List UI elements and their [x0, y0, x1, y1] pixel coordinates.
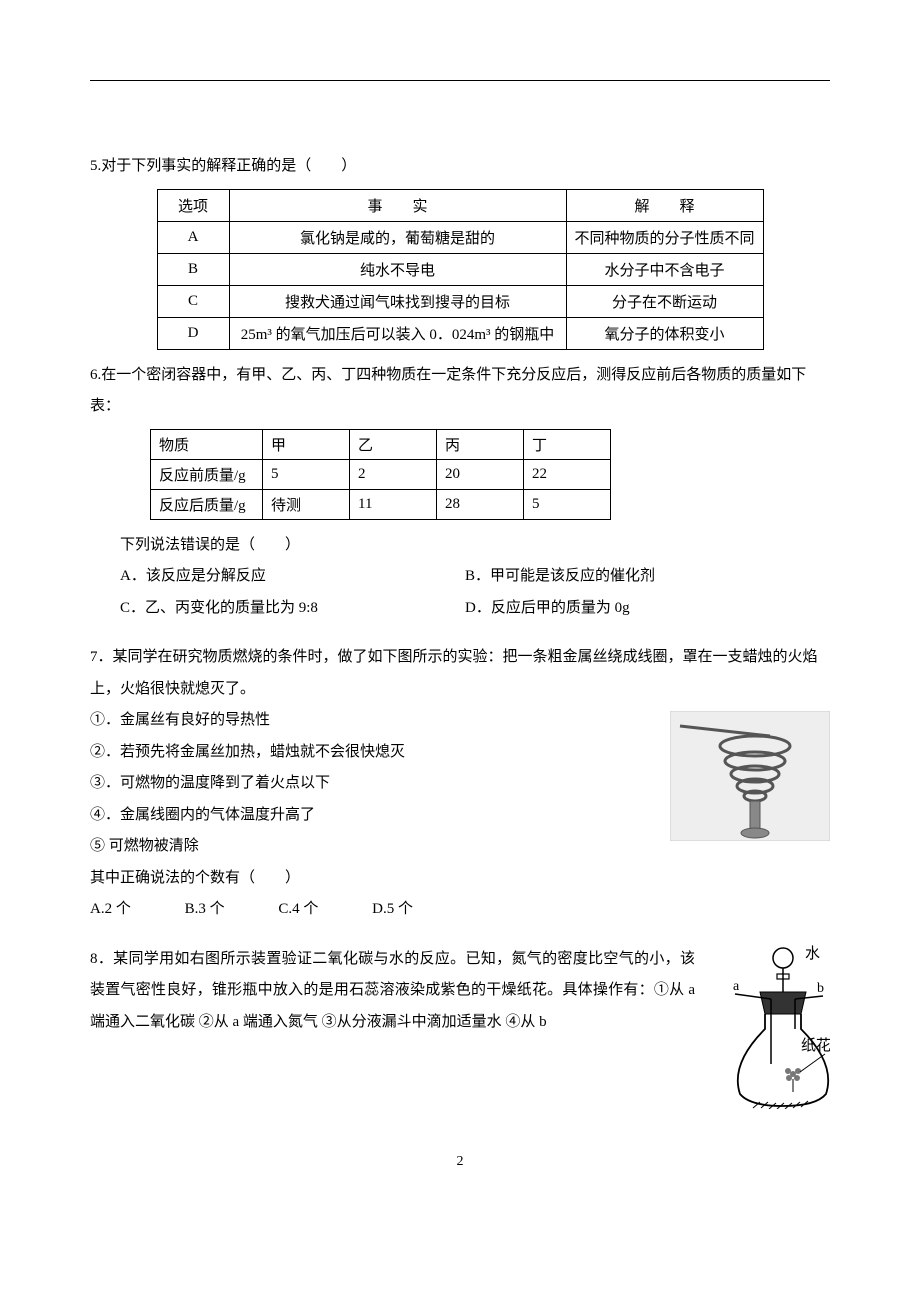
q6-table: 物质 甲 乙 丙 丁 反应前质量/g 5 2 20 22 反应后质量/g 待测 …: [150, 429, 611, 520]
q6-th-2: 乙: [350, 429, 437, 459]
q5-r1-c0: B: [157, 253, 229, 285]
q7-sub: 其中正确说法的个数有（ ）: [90, 863, 830, 895]
flask-apparatus-icon: 水 a b: [705, 944, 830, 1109]
q5-r2-c1: 搜救犬通过闻气味找到搜寻的目标: [229, 285, 566, 317]
q5-r1-c1: 纯水不导电: [229, 253, 566, 285]
q6-r1-c3: 28: [437, 489, 524, 519]
q6-r0-c1: 5: [263, 459, 350, 489]
label-b: b: [817, 981, 824, 996]
label-water: 水: [805, 945, 820, 962]
q5-r2-c2: 分子在不断运动: [566, 285, 763, 317]
q5-r0-c1: 氯化钠是咸的，葡萄糖是甜的: [229, 221, 566, 253]
q6-th-1: 甲: [263, 429, 350, 459]
q6-r1-c2: 11: [350, 489, 437, 519]
q7-opts: A.2 个 B.3 个 C.4 个 D.5 个: [90, 894, 830, 926]
q6-r0-c3: 20: [437, 459, 524, 489]
top-rule: [90, 80, 830, 81]
coil-icon: [670, 711, 830, 841]
q6-opt-b: B．甲可能是该反应的催化剂: [465, 561, 655, 593]
q6-th-3: 丙: [437, 429, 524, 459]
label-flower: 纸花: [801, 1037, 830, 1054]
q6-r0-c0: 反应前质量/g: [151, 459, 263, 489]
q6-opt-d: D．反应后甲的质量为 0g: [465, 593, 630, 625]
q7-opt-b: B.3 个: [185, 901, 225, 917]
q7-opt-a: A.2 个: [90, 901, 131, 917]
q6-sub: 下列说法错误的是（ ）: [90, 530, 830, 562]
q5-r3-c2: 氧分子的体积变小: [566, 317, 763, 349]
q7-opt-d: D.5 个: [372, 901, 413, 917]
q8-figure: 水 a b: [705, 944, 830, 1114]
q5-th-fact: 事 实: [229, 189, 566, 221]
q7-stem-text: 7．某同学在研究物质燃烧的条件时，做了如下图所示的实验：把一条粗金属丝绕成线圈，…: [90, 649, 818, 697]
q6-r0-c4: 22: [524, 459, 611, 489]
q5-th-exp: 解 释: [566, 189, 763, 221]
q5-th-opt: 选项: [157, 189, 229, 221]
q5-r1-c2: 水分子中不含电子: [566, 253, 763, 285]
q6-th-0: 物质: [151, 429, 263, 459]
q6-r0-c2: 2: [350, 459, 437, 489]
q5-r2-c0: C: [157, 285, 229, 317]
q6-stem: 6.在一个密闭容器中，有甲、乙、丙、丁四种物质在一定条件下充分反应后，测得反应前…: [90, 360, 830, 423]
q5-table: 选项 事 实 解 释 A 氯化钠是咸的，葡萄糖是甜的 不同种物质的分子性质不同 …: [157, 189, 764, 350]
q6-r1-c4: 5: [524, 489, 611, 519]
q5-r0-c0: A: [157, 221, 229, 253]
q5-r0-c2: 不同种物质的分子性质不同: [566, 221, 763, 253]
page-number: 2: [90, 1154, 830, 1170]
q7-stem: 7．某同学在研究物质燃烧的条件时，做了如下图所示的实验：把一条粗金属丝绕成线圈，…: [90, 642, 830, 705]
q5-r3-c1: 25m³ 的氧气加压后可以装入 0．024m³ 的钢瓶中: [229, 317, 566, 349]
q5-r3-c0: D: [157, 317, 229, 349]
q6-opt-a: A．该反应是分解反应: [120, 561, 465, 593]
q6-r1-c1: 待测: [263, 489, 350, 519]
q6-opt-c: C．乙、丙变化的质量比为 9:8: [120, 593, 465, 625]
q6-r1-c0: 反应后质量/g: [151, 489, 263, 519]
q7-figure: [670, 711, 830, 846]
q6-th-4: 丁: [524, 429, 611, 459]
q7-opt-c: C.4 个: [278, 901, 318, 917]
label-a: a: [733, 979, 740, 994]
q5-stem: 5.对于下列事实的解释正确的是（ ）: [90, 151, 830, 183]
